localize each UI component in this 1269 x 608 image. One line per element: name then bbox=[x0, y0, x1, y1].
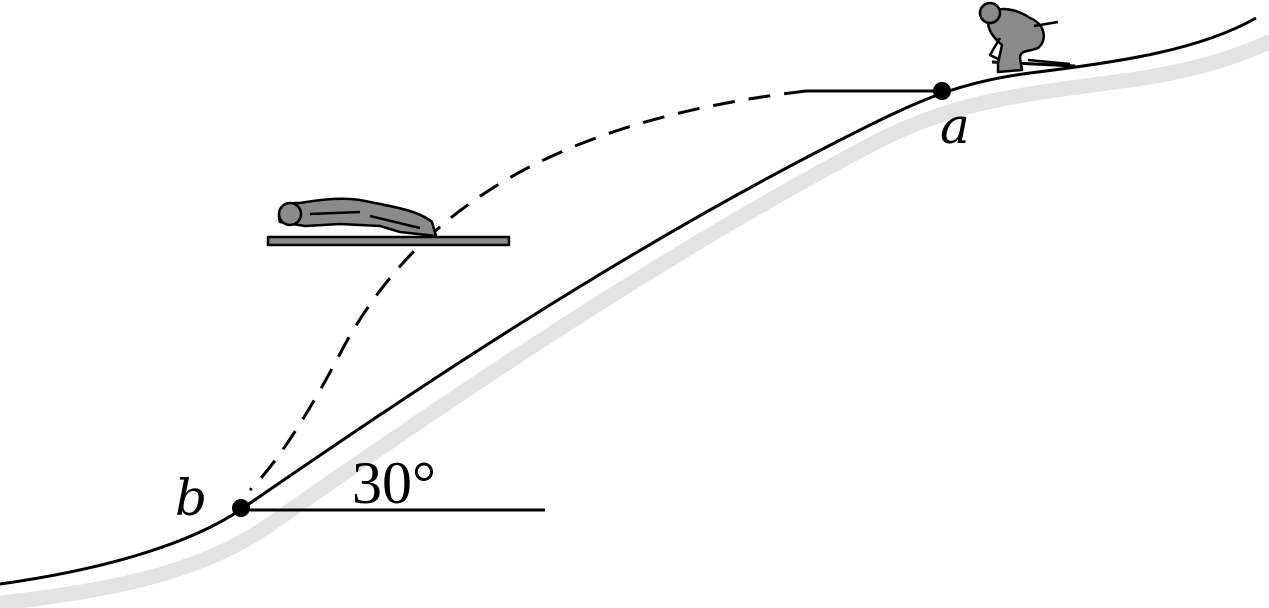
trajectory-dashed-line bbox=[248, 89, 807, 492]
point-a-dot bbox=[933, 82, 951, 100]
slope-line bbox=[0, 16, 1257, 586]
crouched-ski-jumper-icon bbox=[978, 1, 1076, 74]
point-b-dot bbox=[232, 499, 250, 517]
flying-ski-jumper-icon bbox=[266, 197, 511, 247]
point-b-label: b bbox=[175, 469, 207, 527]
point-a-label: a bbox=[940, 97, 970, 155]
angle-label: 30° bbox=[352, 450, 436, 516]
slope-shadow bbox=[0, 34, 1269, 608]
